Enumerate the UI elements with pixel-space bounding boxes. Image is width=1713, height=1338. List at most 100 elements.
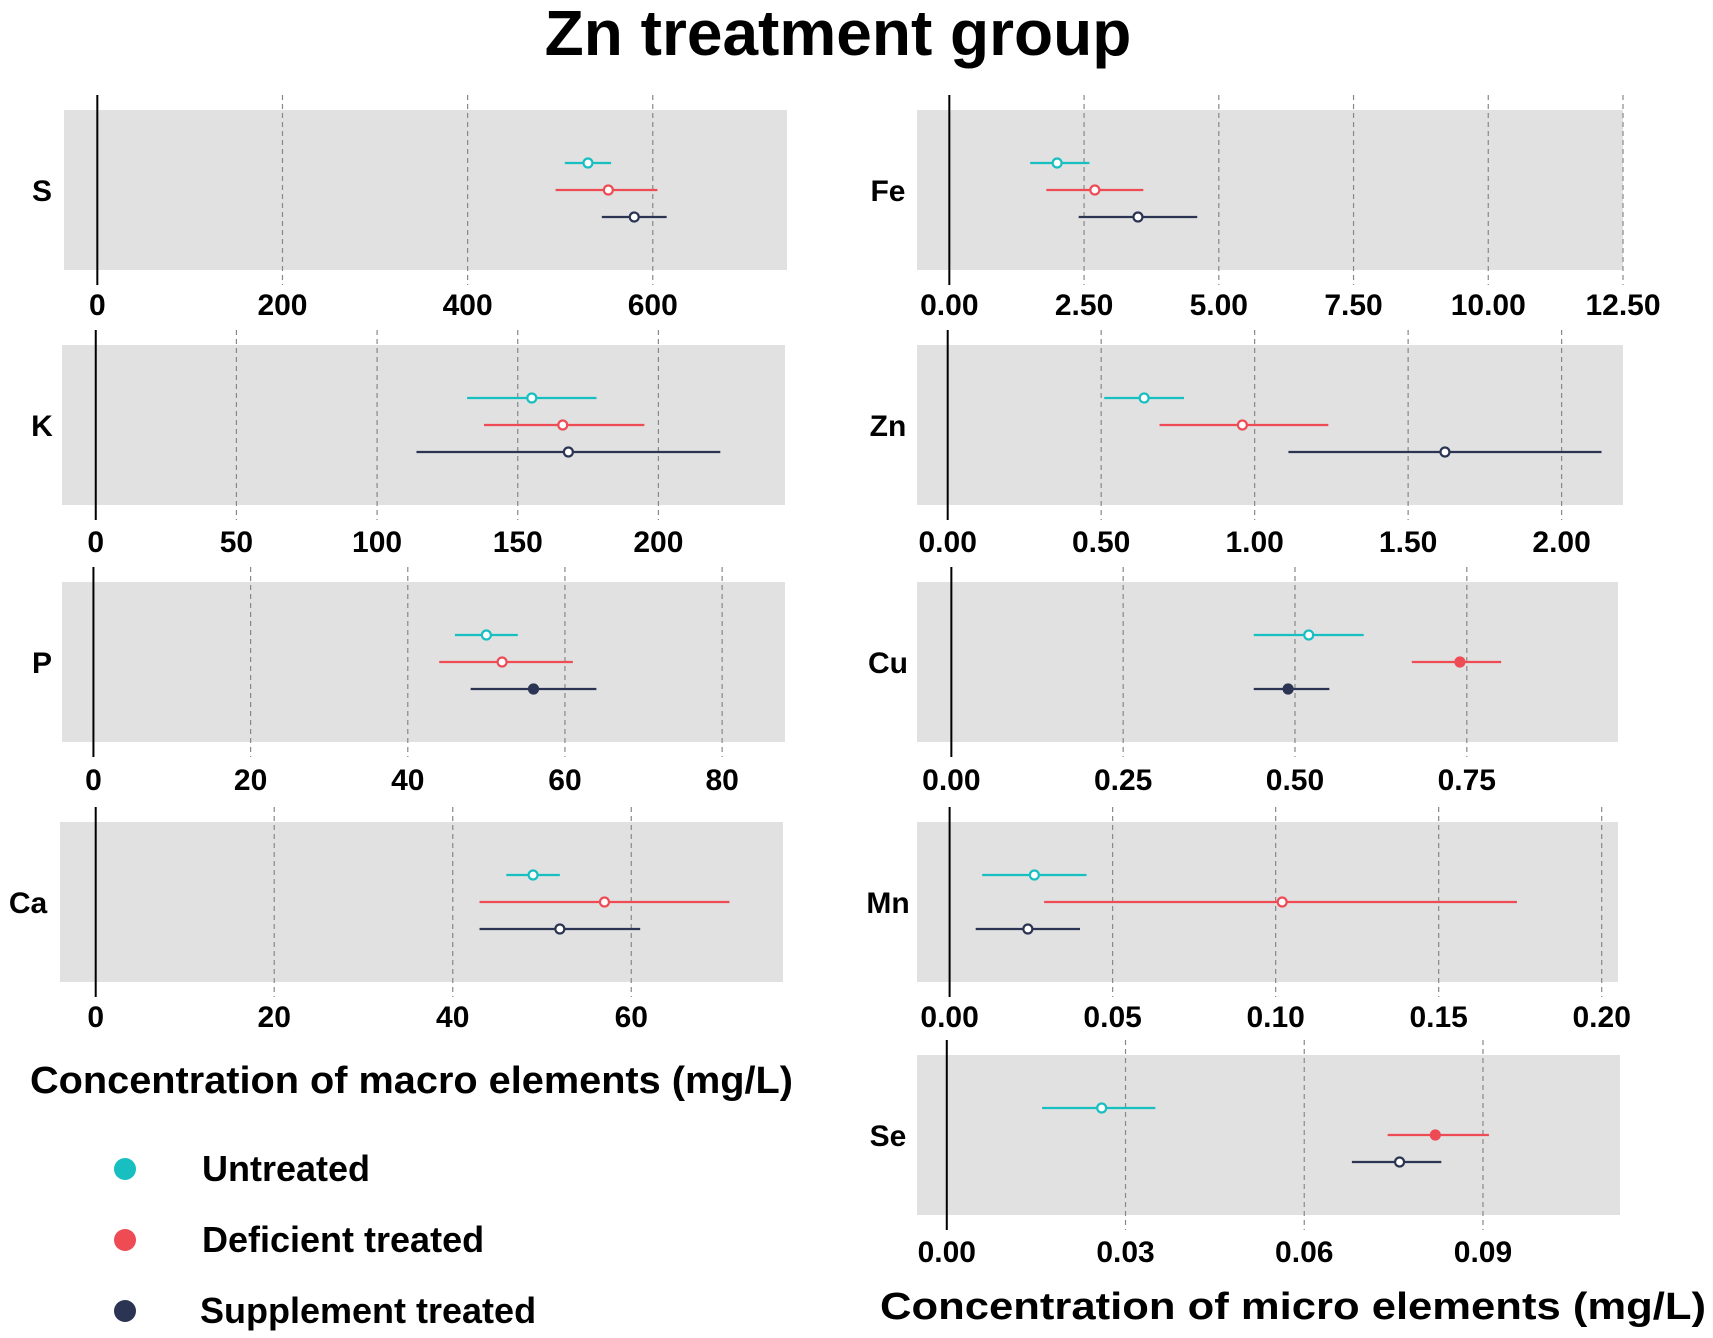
point-supplement bbox=[1393, 1156, 1406, 1168]
panel-s: 0 200 400 600 S bbox=[32, 95, 787, 322]
panel-fe: 0.00 2.50 5.00 7.50 10.00 12.50 Fe bbox=[870, 95, 1661, 322]
element-label: Ca bbox=[9, 887, 48, 920]
tick-label: 0.25 bbox=[1094, 764, 1152, 797]
tick-label: 200 bbox=[633, 526, 683, 559]
panel-cu: 0.00 0.25 0.50 0.75 Cu bbox=[868, 567, 1618, 797]
tick-label: 0 bbox=[89, 289, 106, 322]
element-label: K bbox=[31, 410, 53, 443]
panel-background bbox=[62, 345, 785, 505]
tick-label: 1.50 bbox=[1379, 526, 1437, 559]
element-label: S bbox=[32, 175, 52, 208]
element-label: Fe bbox=[870, 175, 905, 208]
panel-background bbox=[917, 582, 1618, 742]
point-supplement bbox=[1282, 683, 1294, 695]
tick-label: 0 bbox=[85, 764, 102, 797]
legend-label-supplement: Supplement treated bbox=[200, 1290, 536, 1331]
tick-label: 0.00 bbox=[922, 764, 980, 797]
tick-label: 0.50 bbox=[1072, 526, 1130, 559]
tick-label: 7.50 bbox=[1324, 289, 1382, 322]
element-label: Mn bbox=[866, 887, 909, 920]
panel-ca: 0 20 40 60 Ca bbox=[9, 807, 783, 1034]
tick-label: 0.09 bbox=[1454, 1236, 1512, 1269]
point-deficient bbox=[1454, 656, 1466, 668]
panel-zn: 0.00 0.50 1.00 1.50 2.00 Zn bbox=[870, 330, 1623, 559]
tick-label: 20 bbox=[234, 764, 267, 797]
tick-label: 0.03 bbox=[1096, 1236, 1154, 1269]
tick-label: 0.20 bbox=[1573, 1001, 1631, 1034]
tick-label: 12.50 bbox=[1585, 289, 1660, 322]
tick-label: 40 bbox=[391, 764, 424, 797]
tick-label: 400 bbox=[443, 289, 493, 322]
tick-label: 10.00 bbox=[1451, 289, 1526, 322]
tick-label: 60 bbox=[615, 1001, 648, 1034]
chart-title: Zn treatment group bbox=[545, 0, 1132, 69]
panel-background bbox=[64, 110, 787, 270]
point-deficient bbox=[598, 896, 611, 908]
tick-label: 0.06 bbox=[1275, 1236, 1333, 1269]
micro-x-axis-label: Concentration of micro elements (mg/L) bbox=[880, 1286, 1706, 1328]
point-untreated bbox=[1096, 1102, 1108, 1114]
point-deficient bbox=[1089, 184, 1101, 196]
point-untreated bbox=[1028, 869, 1040, 881]
legend: Untreated Deficient treated Supplement tre… bbox=[114, 1148, 536, 1331]
tick-label: 50 bbox=[220, 526, 253, 559]
tick-label: 200 bbox=[257, 289, 307, 322]
tick-label: 0.15 bbox=[1409, 1001, 1467, 1034]
tick-label: 0.00 bbox=[920, 289, 978, 322]
tick-label: 600 bbox=[628, 289, 678, 322]
point-supplement bbox=[628, 211, 640, 223]
element-label: Zn bbox=[870, 410, 907, 443]
point-untreated bbox=[527, 869, 539, 881]
tick-label: 2.00 bbox=[1532, 526, 1590, 559]
point-supplement bbox=[562, 446, 574, 458]
panel-p: 0 20 40 60 80 P bbox=[32, 567, 785, 797]
point-deficient bbox=[602, 184, 614, 196]
tick-label: 2.50 bbox=[1055, 289, 1113, 322]
tick-label: 0.00 bbox=[920, 1001, 978, 1034]
tick-label: 100 bbox=[352, 526, 402, 559]
legend-label-deficient: Deficient treated bbox=[202, 1219, 484, 1260]
point-untreated bbox=[1051, 157, 1063, 169]
panel-background bbox=[917, 110, 1623, 270]
point-supplement bbox=[554, 923, 566, 935]
tick-label: 0 bbox=[87, 1001, 104, 1034]
point-deficient bbox=[1429, 1129, 1441, 1141]
tick-label: 0 bbox=[87, 526, 104, 559]
point-deficient bbox=[557, 419, 569, 431]
point-supplement bbox=[1022, 923, 1034, 935]
point-untreated bbox=[1138, 392, 1150, 404]
tick-label: 0.00 bbox=[918, 1236, 976, 1269]
point-supplement bbox=[1132, 211, 1144, 223]
point-supplement bbox=[1439, 446, 1451, 458]
tick-label: 20 bbox=[258, 1001, 291, 1034]
panel-se: 0.00 0.03 0.06 0.09 Se bbox=[870, 1040, 1620, 1269]
element-label: Se bbox=[870, 1120, 907, 1153]
tick-label: 0.75 bbox=[1438, 764, 1496, 797]
tick-label: 5.00 bbox=[1190, 289, 1248, 322]
point-deficient bbox=[1236, 419, 1248, 431]
legend-marker-untreated bbox=[114, 1158, 136, 1180]
panel-background bbox=[62, 582, 785, 742]
point-deficient bbox=[496, 656, 508, 668]
tick-label: 80 bbox=[705, 764, 738, 797]
point-untreated bbox=[480, 629, 492, 641]
tick-label: 0.00 bbox=[919, 526, 977, 559]
point-deficient bbox=[1276, 896, 1288, 908]
point-supplement bbox=[527, 683, 540, 695]
tick-label: 0.05 bbox=[1083, 1001, 1141, 1034]
legend-marker-supplement bbox=[114, 1300, 136, 1322]
element-label: Cu bbox=[868, 647, 908, 680]
point-untreated bbox=[526, 392, 538, 404]
legend-marker-deficient bbox=[114, 1229, 136, 1251]
panels: 0 200 400 600 S 0 50 100 150 200 K 0 20 40 60 80 P 0 20 40 6… bbox=[9, 95, 1661, 1269]
tick-label: 60 bbox=[548, 764, 581, 797]
tick-label: 150 bbox=[493, 526, 543, 559]
point-untreated bbox=[582, 157, 594, 169]
tick-label: 0.10 bbox=[1246, 1001, 1304, 1034]
tick-label: 1.00 bbox=[1225, 526, 1283, 559]
point-untreated bbox=[1303, 629, 1315, 641]
panel-background bbox=[917, 1055, 1620, 1215]
tick-label: 40 bbox=[436, 1001, 469, 1034]
element-label: P bbox=[32, 647, 52, 680]
